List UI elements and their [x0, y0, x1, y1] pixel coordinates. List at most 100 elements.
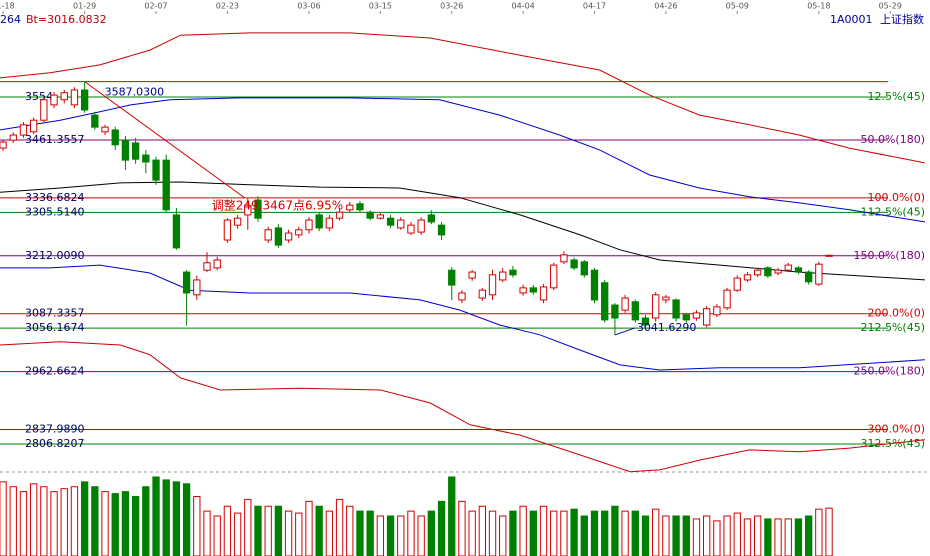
candle-body [80, 89, 89, 111]
volume-bar [284, 510, 293, 556]
trend-line [84, 81, 246, 199]
volume-bar [784, 518, 792, 556]
candle-body [509, 269, 517, 276]
indicator-line [0, 181, 925, 281]
volume-bar [570, 508, 578, 556]
volume-bar [611, 505, 619, 556]
candle-body [223, 219, 232, 241]
level-ratio: 12.5%(45) [867, 90, 925, 103]
candle-body [70, 89, 79, 106]
level-ratio: 250.0%(180) [853, 365, 925, 378]
volume-bar [478, 505, 486, 556]
candle-body [672, 299, 680, 319]
x-tick-label: 02-07 [144, 2, 167, 11]
candle-body [0, 141, 7, 149]
volume-bar [305, 500, 313, 556]
candle-body [641, 317, 650, 326]
candle-body [325, 217, 334, 229]
candle-body [29, 119, 38, 133]
candle-body [804, 271, 813, 283]
candle-body [692, 312, 701, 319]
level-label: 2837.9890 [25, 422, 85, 435]
volume-bar [764, 518, 772, 556]
candle-body [652, 294, 660, 319]
volume-bar [621, 510, 629, 556]
candle-body [101, 126, 109, 133]
candle-body [376, 214, 385, 219]
candle-body [662, 296, 670, 301]
candle-body [233, 217, 242, 226]
volume-bar [417, 515, 425, 556]
candle-body [611, 304, 619, 319]
volume-bar [366, 510, 374, 556]
candle-body [9, 134, 17, 141]
level-ratio: 112.5%(45) [860, 205, 925, 218]
volume-bar [50, 491, 58, 556]
candle-body [295, 229, 303, 236]
volume-bar [652, 508, 660, 556]
volume-bar [397, 515, 405, 556]
volume-bar [295, 512, 303, 556]
candle-body [356, 203, 364, 211]
volume-bar [152, 476, 160, 556]
volume-bar [723, 515, 731, 556]
level-label: 3305.5140 [25, 205, 85, 218]
volume-bar [550, 510, 558, 556]
volume-bar [325, 510, 334, 556]
low-label: 3041.6290 [637, 321, 697, 334]
volume-bar [692, 518, 701, 556]
candle-body [478, 289, 486, 299]
low-pointer [614, 327, 636, 336]
volume-bar [193, 495, 201, 556]
candle-body [284, 232, 293, 241]
candle-body [448, 269, 456, 286]
volume-bar [448, 476, 456, 556]
level-label: 3336.6824 [25, 191, 85, 204]
candle-body [264, 229, 272, 241]
x-tick-label: 01-29 [73, 2, 96, 11]
candle-body [193, 279, 201, 296]
volume-bar [539, 505, 548, 556]
volume-bar [172, 481, 181, 556]
candle-body [743, 274, 752, 281]
x-tick-label: 05-29 [879, 2, 902, 11]
candle-body [60, 92, 68, 101]
volume-bar [70, 486, 79, 556]
candle-body [499, 271, 507, 281]
volume-bar [29, 483, 38, 556]
candle-body [723, 289, 731, 309]
volume-bar [601, 510, 609, 556]
x-tick-label: 03-06 [297, 2, 320, 11]
candle-body [417, 219, 425, 233]
volume-bar [274, 505, 283, 556]
candle-body [774, 269, 782, 274]
volume-bar [121, 491, 130, 556]
level-ratio: 50.0%(180) [860, 133, 925, 146]
volume-bar [131, 495, 140, 556]
candle-body [682, 314, 690, 321]
candle-body [142, 154, 150, 163]
candle-body [397, 219, 405, 229]
volume-bar [182, 483, 191, 556]
volume-bar [0, 481, 7, 556]
candle-body [305, 219, 313, 231]
candle-body [784, 264, 792, 271]
candle-body [733, 277, 741, 291]
volume-bar [641, 515, 650, 556]
volume-bar [580, 515, 588, 556]
level-label: 3461.3557 [25, 133, 85, 146]
candle-body [458, 292, 466, 301]
volume-bar [529, 510, 537, 556]
candle-body [182, 271, 191, 294]
candle-body [335, 211, 344, 219]
candle-body [631, 301, 639, 321]
level-ratio: 100.0%(0) [867, 191, 925, 204]
candle-body [427, 214, 436, 223]
level-ratio: 200.0%(0) [867, 307, 925, 320]
candle-body [519, 287, 527, 294]
candle-body [111, 129, 119, 146]
candle-body [764, 267, 772, 277]
candle-body [560, 254, 568, 263]
